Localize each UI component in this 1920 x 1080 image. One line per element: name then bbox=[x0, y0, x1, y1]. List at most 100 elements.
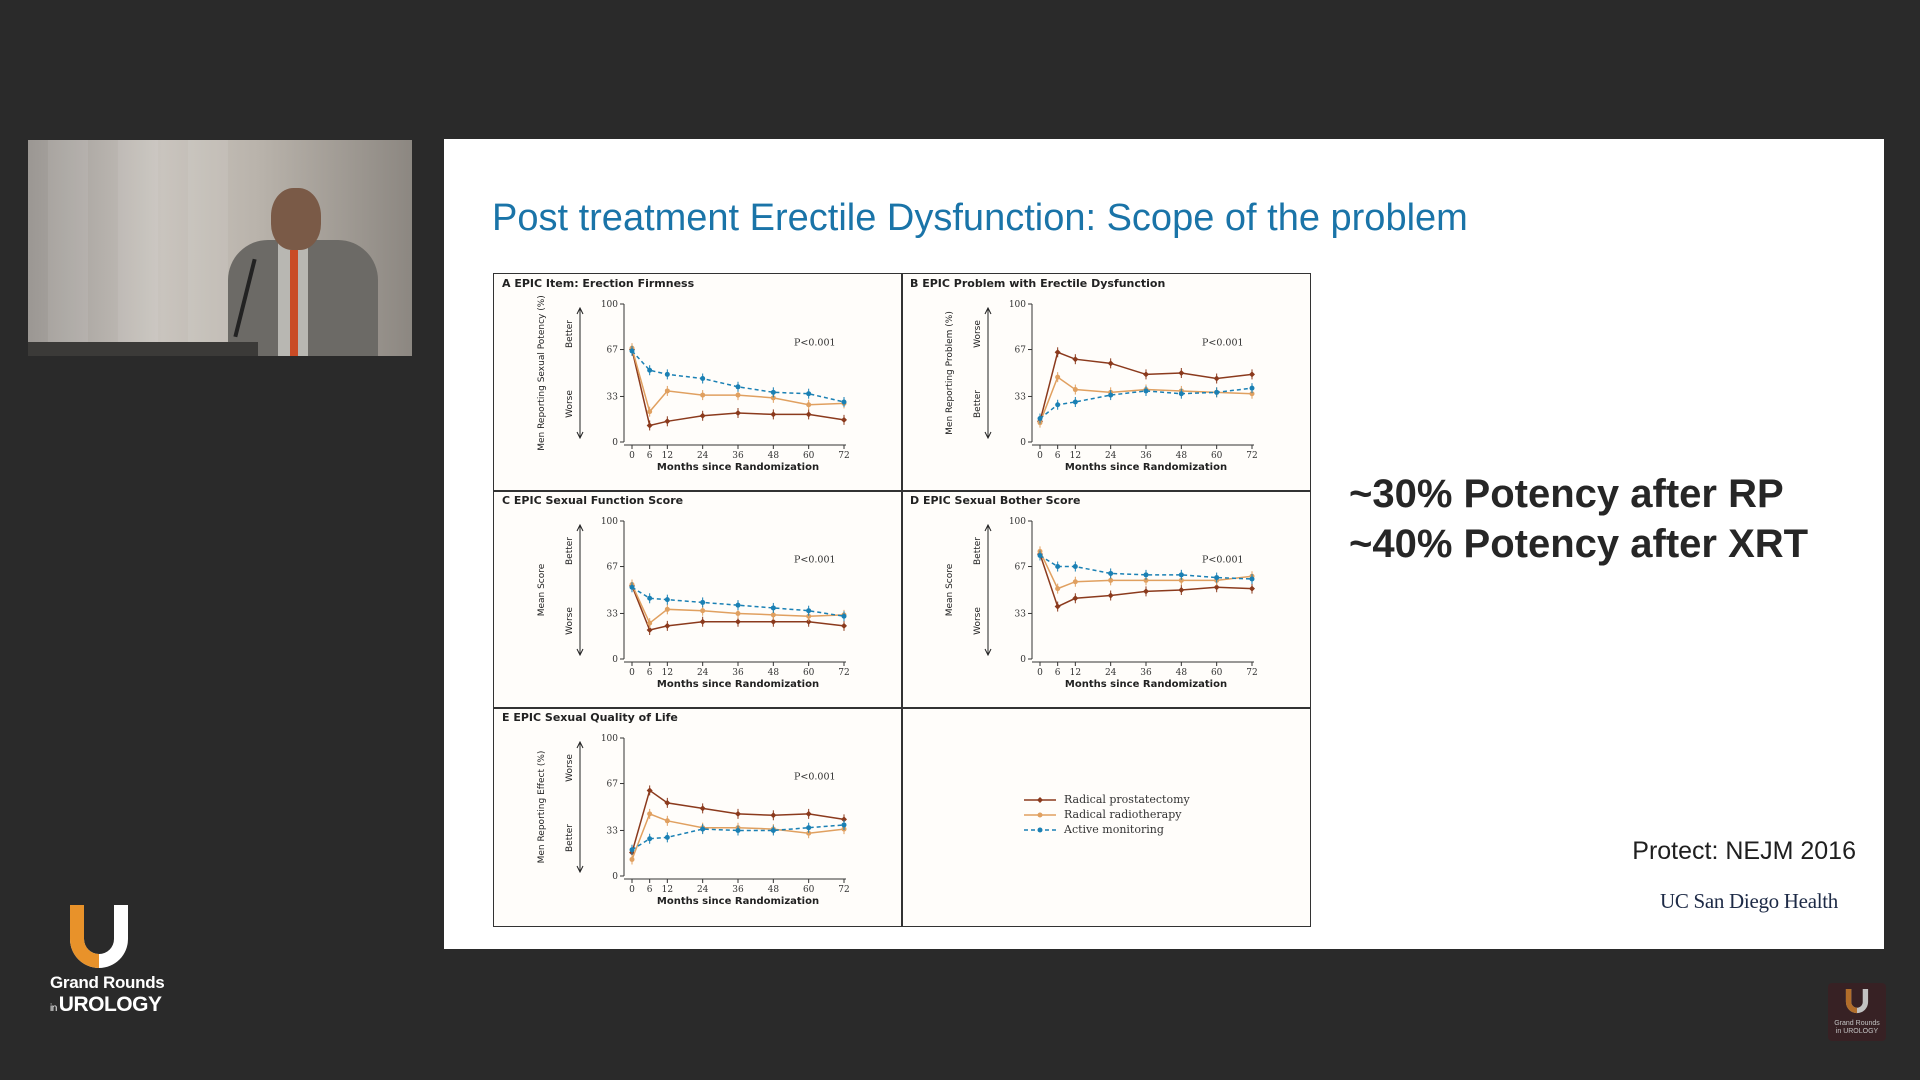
y-axis-label: Men Reporting Effect (%) bbox=[537, 751, 547, 864]
series-line-1 bbox=[1039, 551, 1253, 590]
data-point bbox=[770, 618, 777, 625]
p-value-annotation: P<0.001 bbox=[1202, 554, 1244, 565]
data-point bbox=[700, 392, 706, 398]
data-point bbox=[841, 622, 847, 629]
data-point bbox=[841, 613, 847, 619]
data-point bbox=[699, 805, 706, 812]
data-point bbox=[1072, 356, 1079, 363]
x-tick-label: 6 bbox=[1055, 668, 1061, 678]
y-tick-label: 0 bbox=[1020, 655, 1026, 665]
data-point bbox=[1214, 575, 1220, 581]
data-point bbox=[646, 787, 653, 794]
y-axis-label: Mean Score bbox=[945, 563, 955, 616]
p-value-annotation: P<0.001 bbox=[1202, 337, 1244, 348]
x-tick-label: 60 bbox=[803, 451, 815, 461]
legend-entry: Active monitoring bbox=[1024, 822, 1190, 837]
data-point bbox=[1072, 595, 1079, 602]
data-point bbox=[1249, 391, 1255, 397]
chart-panel-c: C EPIC Sexual Function Score 0 33 67 100 0 6 12… bbox=[494, 491, 900, 707]
data-point bbox=[664, 622, 671, 629]
panel-title: E EPIC Sexual Quality of Life bbox=[502, 711, 678, 724]
x-tick-label: 6 bbox=[1055, 451, 1061, 461]
data-point bbox=[700, 826, 706, 832]
data-point bbox=[699, 618, 706, 625]
data-point bbox=[770, 411, 777, 418]
data-point bbox=[1178, 391, 1184, 397]
x-tick-label: 6 bbox=[647, 668, 653, 678]
series-line-2 bbox=[631, 824, 845, 851]
direction-label-top: Better bbox=[565, 320, 575, 348]
series-line-0 bbox=[631, 585, 845, 631]
legend-label: Active monitoring bbox=[1064, 823, 1164, 836]
x-tick-label: 12 bbox=[1070, 451, 1081, 461]
panel-title: A EPIC Item: Erection Firmness bbox=[502, 277, 695, 290]
series-line-0 bbox=[1039, 351, 1253, 422]
legend-entry: Radical prostatectomy bbox=[1024, 792, 1190, 807]
data-point bbox=[805, 810, 812, 817]
x-axis-label: Months since Randomization bbox=[1065, 679, 1227, 690]
direction-label-bottom: Worse bbox=[565, 607, 575, 635]
y-tick-label: 67 bbox=[1015, 346, 1027, 356]
data-point bbox=[664, 799, 671, 806]
data-point bbox=[1108, 577, 1114, 583]
presentation-slide: Post treatment Erectile Dysfunction: Sco… bbox=[444, 139, 1884, 949]
data-point bbox=[664, 418, 671, 425]
data-point bbox=[770, 827, 776, 833]
y-tick-label: 100 bbox=[601, 300, 618, 310]
data-point bbox=[664, 388, 670, 394]
citation: Protect: NEJM 2016 bbox=[1632, 837, 1856, 865]
data-point bbox=[1249, 385, 1255, 391]
data-point bbox=[1249, 371, 1255, 378]
data-point bbox=[700, 608, 706, 614]
x-tick-label: 72 bbox=[1246, 668, 1257, 678]
chart-svg: 0 33 67 100 0 6 12 24 36 48 60 72 Months since Rando… bbox=[537, 517, 850, 690]
data-point bbox=[1143, 572, 1149, 578]
data-point bbox=[1108, 570, 1114, 576]
direction-arrow bbox=[576, 740, 584, 874]
y-tick-label: 67 bbox=[607, 780, 619, 790]
data-point bbox=[1107, 360, 1114, 367]
data-point bbox=[1214, 389, 1220, 395]
x-tick-label: 6 bbox=[647, 885, 653, 895]
data-point bbox=[1143, 588, 1149, 595]
data-point bbox=[647, 811, 653, 817]
data-point bbox=[1055, 374, 1061, 380]
chart-svg: 0 33 67 100 0 6 12 24 36 48 60 72 Months since Rando… bbox=[537, 734, 850, 907]
direction-label-top: Better bbox=[973, 537, 983, 565]
x-tick-label: 12 bbox=[1070, 668, 1081, 678]
panel-title: B EPIC Problem with Erectile Dysfunction bbox=[910, 277, 1166, 290]
x-tick-label: 0 bbox=[629, 885, 635, 895]
grand-rounds-logo: Grand Rounds inUROLOGY bbox=[50, 905, 165, 1017]
p-value-annotation: P<0.001 bbox=[794, 554, 836, 565]
data-point bbox=[806, 825, 812, 831]
data-point bbox=[1055, 586, 1061, 592]
y-tick-label: 33 bbox=[607, 609, 619, 619]
series-line-1 bbox=[631, 584, 845, 625]
x-tick-label: 0 bbox=[629, 668, 635, 678]
institution-logo: UC San Diego Health bbox=[1659, 889, 1838, 913]
data-point bbox=[699, 412, 706, 419]
data-point bbox=[1037, 416, 1043, 422]
data-point bbox=[1108, 392, 1114, 398]
data-point bbox=[1213, 584, 1220, 591]
x-tick-label: 72 bbox=[838, 451, 849, 461]
data-point bbox=[770, 395, 776, 401]
data-point bbox=[647, 836, 653, 842]
x-tick-label: 72 bbox=[838, 885, 849, 895]
legend-entry: Radical radiotherapy bbox=[1024, 807, 1190, 822]
y-axis-label: Men Reporting Problem (%) bbox=[945, 311, 955, 435]
data-point bbox=[1213, 375, 1220, 382]
x-tick-label: 12 bbox=[662, 451, 673, 461]
u-logo-icon bbox=[66, 905, 132, 973]
x-tick-label: 36 bbox=[1140, 451, 1152, 461]
data-point bbox=[646, 627, 653, 634]
data-point bbox=[629, 348, 635, 354]
data-point bbox=[770, 389, 776, 395]
legend-swatch bbox=[1024, 827, 1056, 832]
direction-label-top: Worse bbox=[565, 754, 575, 782]
data-point bbox=[841, 399, 847, 405]
data-point bbox=[646, 422, 653, 429]
epic-figure: Radical prostatectomy Radical radiotherap… bbox=[493, 273, 1311, 927]
data-point bbox=[664, 834, 670, 840]
x-tick-label: 24 bbox=[697, 451, 709, 461]
